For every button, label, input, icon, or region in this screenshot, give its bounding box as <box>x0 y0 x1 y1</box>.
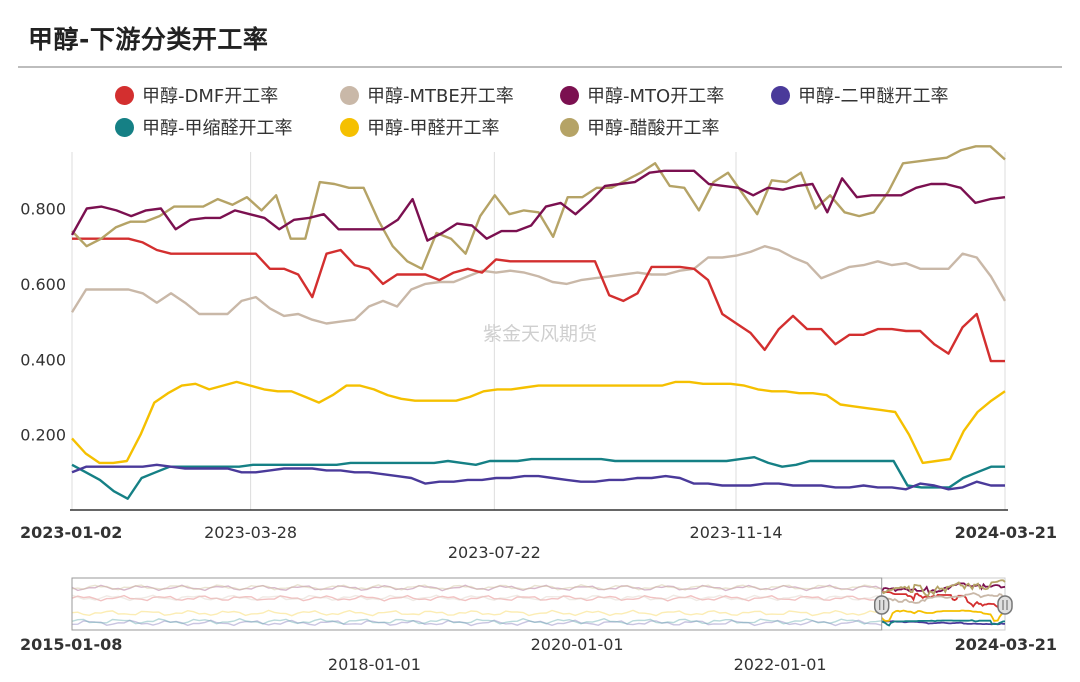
x-tick-label: 2024-03-21 <box>955 523 1057 542</box>
legend-marker-mtbe <box>340 85 359 105</box>
legend-item-mto[interactable]: 甲醇-MTO开工率 <box>560 80 724 110</box>
legend-marker-dmf <box>115 85 134 105</box>
y-axis: 0.200 0.400 0.600 0.800 <box>20 200 66 445</box>
chart-legend: 甲醇-DMF开工率 甲醇-MTBE开工率 甲醇-MTO开工率 甲醇-二甲醚开工率… <box>0 78 1080 148</box>
series-line-2 <box>70 169 1006 242</box>
series-group <box>70 145 1007 500</box>
title-divider <box>18 66 1062 68</box>
series-line-6 <box>71 145 1006 270</box>
navigator-history-3 <box>71 619 882 627</box>
navigator-frame <box>71 577 1006 631</box>
y-tick-label: 0.400 <box>20 350 66 369</box>
legend-label-methylal: 甲醇-甲缩醛开工率 <box>142 118 293 139</box>
navigator-series-4 <box>881 619 1005 627</box>
navigator-series-0 <box>881 591 1005 609</box>
y-tick-label: 0.600 <box>20 275 66 294</box>
navigator-tick-label: 2022-01-01 <box>734 655 827 674</box>
chart-title: 甲醇-下游分类开工率 <box>28 25 269 54</box>
gridlines <box>71 152 1006 510</box>
range-navigator[interactable] <box>71 577 1013 631</box>
legend-item-formaldehyde[interactable]: 甲醇-甲醛开工率 <box>340 112 500 142</box>
x-tick-label: 2023-01-02 <box>20 523 122 542</box>
navigator-history-4 <box>71 617 882 625</box>
legend-marker-formaldehyde <box>340 117 359 137</box>
navigator-tick-label: 2018-01-01 <box>328 655 421 674</box>
watermark: 紫金天风期货 <box>483 323 597 345</box>
navigator-handle-right[interactable] <box>997 595 1013 615</box>
navigator-handle-left[interactable] <box>873 595 890 615</box>
x-tick-label: 2023-07-22 <box>448 543 541 562</box>
navigator-tick-label: 2024-03-21 <box>955 635 1057 654</box>
navigator-tick-label: 2020-01-01 <box>531 635 624 654</box>
x-axis: 2023-01-02 2023-03-28 2023-07-22 2023-11-14… <box>20 523 1057 562</box>
series-line-0 <box>72 237 1005 363</box>
navigator-axis: 2015-01-08 2018-01-01 2020-01-01 2022-01-01… <box>20 635 1057 674</box>
navigator-history-1 <box>71 594 882 602</box>
legend-label-acetic-acid: 甲醇-醋酸开工率 <box>587 118 720 139</box>
navigator-unselected-mask <box>72 578 882 630</box>
navigator-history-6 <box>71 583 882 591</box>
navigator-history-0 <box>71 594 883 602</box>
legend-label-mtbe: 甲醇-MTBE开工率 <box>367 86 514 107</box>
legend-label-dmf: 甲醇-DMF开工率 <box>142 86 279 107</box>
series-line-5 <box>71 380 1006 465</box>
navigator-series-1 <box>880 592 1006 604</box>
legend-marker-mto <box>560 85 579 105</box>
series-line-1 <box>70 244 1007 325</box>
legend-item-mtbe[interactable]: 甲醇-MTBE开工率 <box>340 80 514 110</box>
navigator-tick-label: 2015-01-08 <box>20 635 122 654</box>
legend-label-dme: 甲醇-二甲醚开工率 <box>798 86 949 107</box>
legend-item-dmf[interactable]: 甲醇-DMF开工率 <box>115 80 278 110</box>
y-tick-label: 0.800 <box>20 200 66 219</box>
legend-marker-methylal <box>115 117 134 137</box>
navigator-series-5 <box>881 609 1006 622</box>
y-tick-label: 0.200 <box>20 426 66 445</box>
navigator-history-2 <box>71 584 883 592</box>
legend-label-formaldehyde: 甲醇-甲醛开工率 <box>367 118 500 139</box>
legend-marker-acetic-acid <box>560 117 579 137</box>
legend-label-mto: 甲醇-MTO开工率 <box>587 86 725 107</box>
navigator-history-5 <box>71 609 882 617</box>
series-line-3 <box>71 463 1005 491</box>
legend-item-methylal[interactable]: 甲醇-甲缩醛开工率 <box>115 112 293 142</box>
x-tick-label: 2023-03-28 <box>204 523 297 542</box>
legend-item-acetic-acid[interactable]: 甲醇-醋酸开工率 <box>560 112 720 142</box>
series-line-4 <box>71 456 1005 500</box>
x-tick-label: 2023-11-14 <box>690 523 783 542</box>
legend-marker-dme <box>771 85 790 105</box>
navigator-series-6 <box>881 579 1006 598</box>
legend-item-dme[interactable]: 甲醇-二甲醚开工率 <box>771 80 949 110</box>
